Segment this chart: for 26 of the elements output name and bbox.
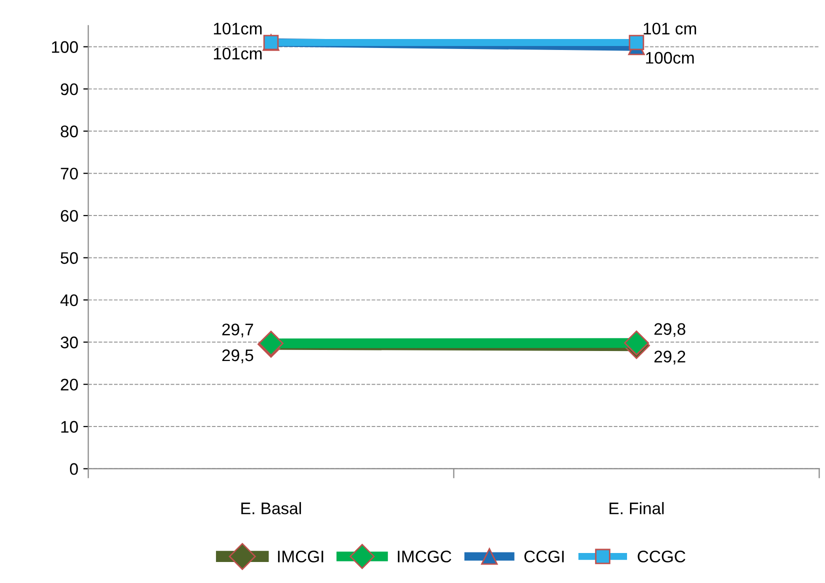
- data-label: 29,7: [222, 324, 254, 338]
- data-label: 101cm: [214, 48, 262, 60]
- legend-label: IMCGI: [278, 550, 324, 562]
- x-tick-label: E. Basal: [241, 502, 301, 514]
- y-tick-label: 50: [60, 252, 78, 264]
- data-label: 100cm: [646, 52, 694, 64]
- legend-label: IMCGC: [398, 550, 452, 562]
- data-label: 29,5: [222, 349, 254, 364]
- y-tick-label: 40: [60, 294, 78, 306]
- legend-label: CCGC: [638, 550, 686, 562]
- y-tick-label: 10: [61, 420, 78, 433]
- data-label: 101 cm: [644, 22, 696, 35]
- y-tick-label: 0: [70, 463, 78, 475]
- x-tick-label: E. Final: [610, 502, 664, 514]
- y-tick-label: 90: [60, 83, 78, 96]
- y-tick-label: 30: [60, 336, 78, 348]
- y-tick-label: 60: [60, 210, 78, 222]
- data-label: 29,8: [654, 323, 686, 337]
- y-tick-label: 100: [52, 41, 78, 53]
- point: [628, 34, 644, 50]
- data-label: 101cm: [214, 22, 262, 35]
- legend-label: CCGI: [524, 550, 564, 562]
- y-tick-label: 70: [60, 168, 78, 180]
- data-label: 29,2: [654, 350, 686, 364]
- y-tick-label: 80: [60, 126, 78, 138]
- y-tick-label: 20: [60, 378, 78, 391]
